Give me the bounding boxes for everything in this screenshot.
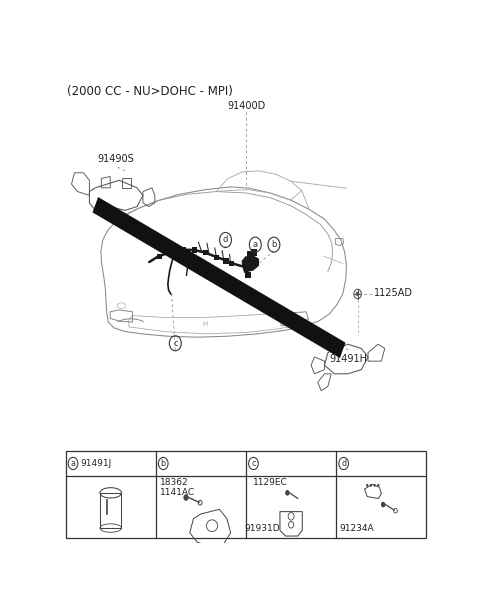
Text: b: b [161, 459, 166, 468]
Text: d: d [341, 459, 346, 468]
Text: 91491J: 91491J [81, 459, 112, 468]
Circle shape [366, 484, 368, 487]
Bar [99, 493, 121, 528]
Bar [192, 248, 197, 253]
Text: (2000 CC - NU>DOHC - MPI): (2000 CC - NU>DOHC - MPI) [67, 85, 233, 98]
Circle shape [285, 490, 289, 496]
Bar [157, 254, 162, 259]
Circle shape [377, 484, 380, 487]
Bar [223, 258, 228, 264]
Text: c: c [173, 339, 178, 348]
Bar [229, 260, 234, 266]
Circle shape [373, 484, 376, 487]
Bar [247, 251, 252, 257]
Bar [214, 254, 219, 260]
Bar [66, 451, 426, 538]
Text: 1129EC: 1129EC [253, 478, 288, 487]
Polygon shape [241, 256, 259, 273]
Bar [245, 272, 251, 278]
Text: a: a [71, 459, 75, 468]
Text: 91400D: 91400D [227, 101, 265, 111]
Text: 91931D: 91931D [244, 523, 280, 533]
Text: d: d [223, 235, 228, 245]
Text: 91490S: 91490S [97, 154, 134, 164]
Text: H: H [203, 321, 208, 327]
Polygon shape [93, 197, 346, 358]
Bar [181, 247, 186, 253]
Circle shape [381, 502, 385, 508]
Text: 91234A: 91234A [339, 523, 374, 533]
Text: b: b [271, 240, 276, 249]
Text: 91491H: 91491H [329, 354, 367, 364]
Bar [170, 249, 175, 254]
Text: c: c [251, 459, 256, 468]
Bar [251, 249, 257, 256]
Circle shape [183, 494, 189, 501]
Bar [203, 250, 208, 256]
Circle shape [370, 484, 372, 487]
Text: 1125AD: 1125AD [374, 288, 413, 298]
Text: 18362
1141AC: 18362 1141AC [160, 478, 195, 497]
Text: a: a [253, 240, 258, 249]
Circle shape [356, 292, 360, 296]
